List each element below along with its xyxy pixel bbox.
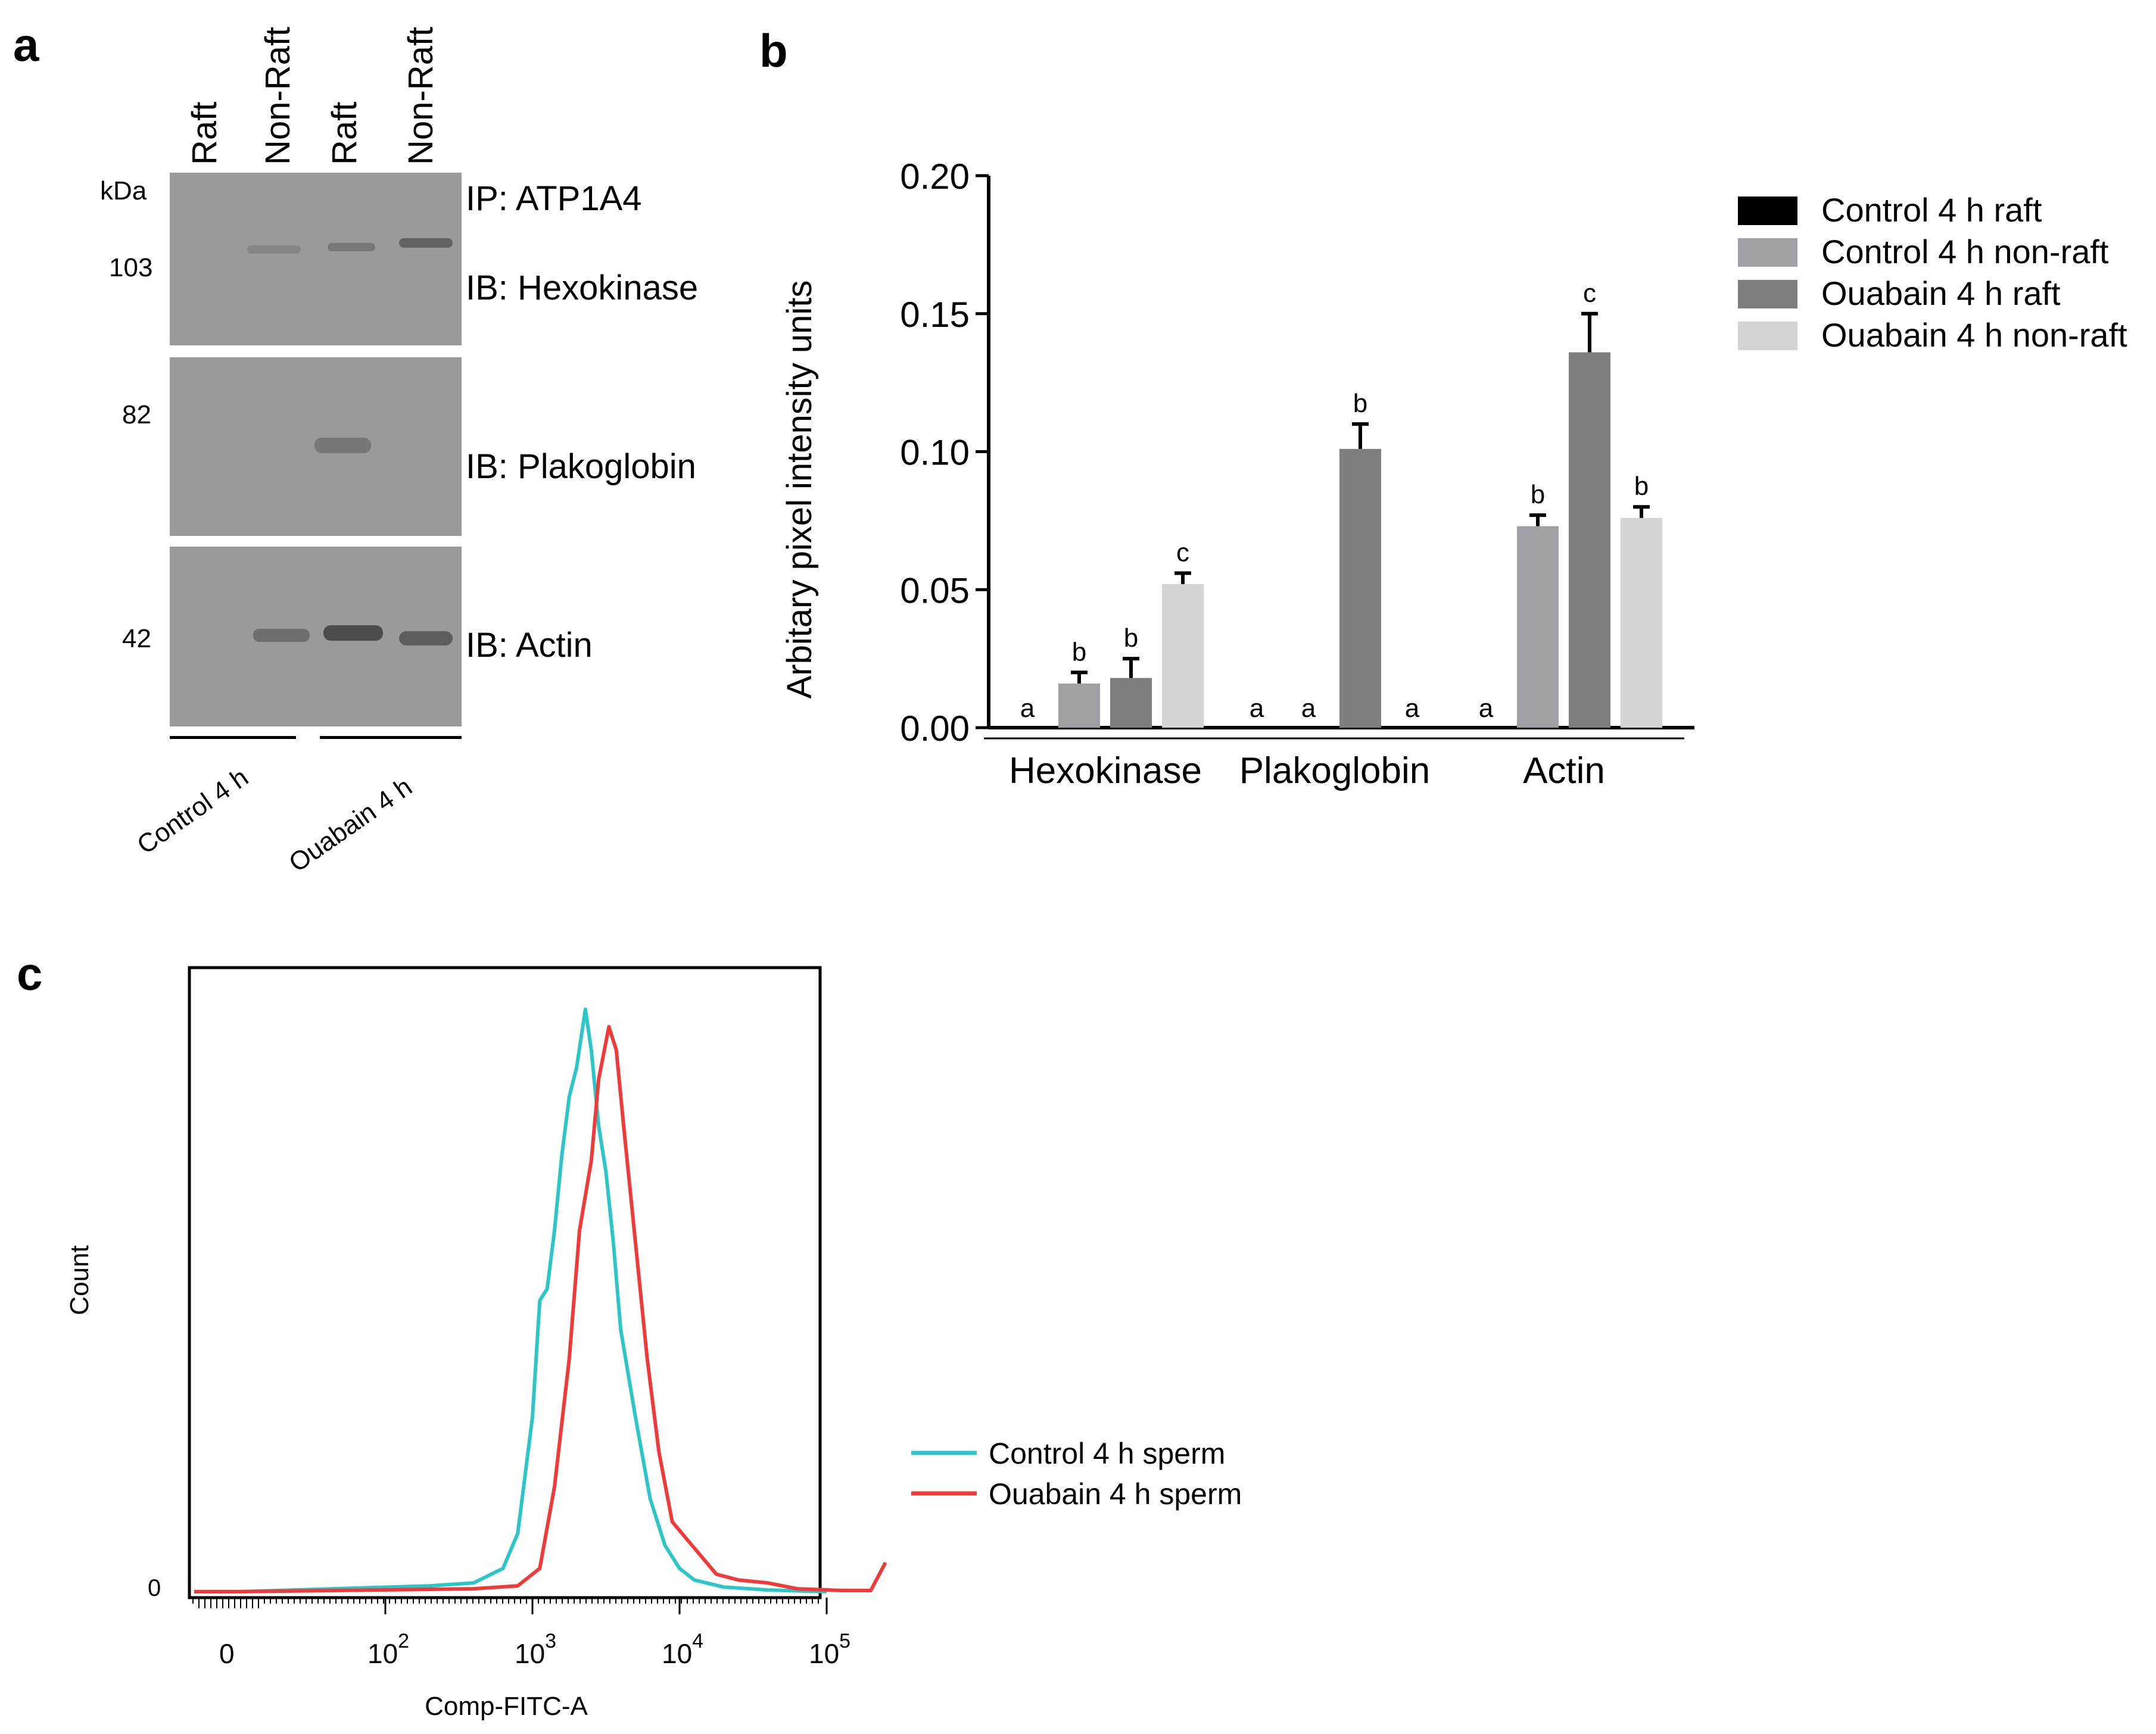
panel-c-letter: c [17, 947, 43, 1000]
band [314, 438, 371, 453]
x-tick-label: 104 [662, 1630, 703, 1669]
legend-label: Control 4 h raft [1821, 191, 2042, 229]
blot-strip-actin [170, 547, 462, 726]
significance-letter: a [1250, 694, 1264, 723]
significance-letter: b [1124, 623, 1138, 653]
legend-swatch [1738, 280, 1797, 308]
band [399, 631, 453, 645]
bar [1621, 517, 1662, 728]
histogram-border [188, 966, 822, 1599]
x-tick-exponent: 5 [839, 1630, 850, 1652]
bar-chart-ylabel: Arbitary pixel intensity units [780, 280, 819, 699]
panel-a-letter: a [13, 18, 39, 71]
bar-chart-legend: Control 4 h raft Control 4 h non-raft Ouab… [1738, 191, 2127, 354]
x-tick-base: 10 [662, 1638, 692, 1669]
band [253, 629, 310, 642]
bar-chart: Arbitary pixel intensity units 0.000.050… [780, 157, 2127, 791]
bar [1110, 678, 1152, 728]
histogram-lines [194, 1008, 887, 1593]
bar-chart-yticks: 0.00 0.05 0.10 0.15 0.20 [900, 157, 989, 749]
x-tick-base: 0 [219, 1638, 235, 1669]
significance-letter: c [1583, 279, 1596, 308]
group-bar-control [170, 736, 296, 739]
histogram-legend: Control 4 h sperm Ouabain 4 h sperm [911, 1437, 1242, 1511]
bar [1162, 584, 1204, 728]
legend-swatch [1738, 238, 1797, 267]
band [399, 238, 453, 248]
category-label: Actin [1523, 750, 1605, 791]
band [247, 245, 301, 254]
bar [1339, 448, 1381, 728]
significance-letter: b [1634, 472, 1649, 501]
y-tick-label: 0.15 [900, 295, 970, 335]
histogram-series-line [194, 1025, 887, 1593]
significance-letter: b [1353, 389, 1367, 418]
row-label-actin: IB: Actin [466, 626, 593, 665]
x-tick-exponent: 2 [398, 1630, 409, 1652]
legend-label: Ouabain 4 h non-raft [1821, 316, 2127, 354]
x-tick-exponent: 4 [692, 1630, 703, 1652]
x-tick-exponent: 3 [545, 1630, 556, 1652]
y-tick-label: 0.05 [900, 570, 970, 610]
band [323, 625, 383, 641]
histogram-ylabel: Count [65, 1245, 94, 1315]
bar [1058, 683, 1100, 728]
bar-chart-bars: a b b c a a b a a b c b [1020, 279, 1662, 728]
histogram-xticks: 0 102 103 104 105 [192, 1598, 850, 1669]
x-tick-label: 0 [219, 1638, 235, 1669]
marker-103: 103 [109, 253, 153, 282]
y-tick-label: 0.20 [900, 157, 970, 197]
significance-letter: a [1301, 694, 1316, 723]
histogram-y0-label: 0 [148, 1575, 161, 1601]
y-tick-label: 0.00 [900, 709, 970, 749]
significance-letter: a [1479, 694, 1494, 723]
histogram-xlabel: Comp-FITC-A [425, 1692, 588, 1721]
marker-42: 42 [122, 624, 151, 653]
legend-label: Ouabain 4 h sperm [989, 1477, 1242, 1511]
significance-letter: b [1531, 480, 1545, 509]
legend-label: Ouabain 4 h raft [1821, 275, 2061, 312]
row-label-plakoglobin: IB: Plakoglobin [466, 447, 696, 486]
y-tick-label: 0.10 [900, 433, 970, 473]
blot-strip-hexokinase [170, 173, 462, 345]
blot-strip-plakoglobin [170, 357, 462, 536]
bar-chart-categories: Hexokinase Plakoglobin Actin [984, 737, 1684, 791]
kda-label: kDa [100, 176, 147, 205]
x-tick-base: 10 [809, 1638, 839, 1669]
marker-82: 82 [122, 400, 151, 429]
histogram-frame [188, 966, 822, 1599]
legend-label: Control 4 h sperm [989, 1437, 1225, 1470]
bar [1517, 526, 1559, 728]
significance-letter: c [1176, 538, 1189, 567]
x-tick-label: 102 [367, 1630, 409, 1669]
histogram-chart: 0 102 103 104 105 Count 0 Comp-FITC-A Contro… [65, 966, 1242, 1721]
x-tick-label: 103 [515, 1630, 556, 1669]
ip-label: IP: ATP1A4 [466, 179, 642, 218]
category-label: Hexokinase [1009, 750, 1202, 791]
significance-letter: a [1405, 694, 1420, 723]
group-bar-ouabain [320, 736, 462, 739]
category-label: Plakoglobin [1239, 750, 1431, 791]
bar [1569, 352, 1610, 728]
x-tick-label: 105 [809, 1630, 850, 1669]
legend-swatch [1738, 322, 1797, 350]
significance-letter: a [1020, 694, 1035, 723]
legend-swatch [1738, 197, 1797, 225]
significance-letter: b [1072, 637, 1086, 666]
x-tick-base: 10 [367, 1638, 398, 1669]
legend-label: Control 4 h non-raft [1821, 233, 2109, 270]
x-tick-base: 10 [515, 1638, 545, 1669]
panel-b-letter: b [759, 24, 788, 77]
histogram-series-line [194, 1008, 827, 1593]
band [328, 243, 375, 251]
row-label-hexokinase: IB: Hexokinase [466, 269, 699, 307]
